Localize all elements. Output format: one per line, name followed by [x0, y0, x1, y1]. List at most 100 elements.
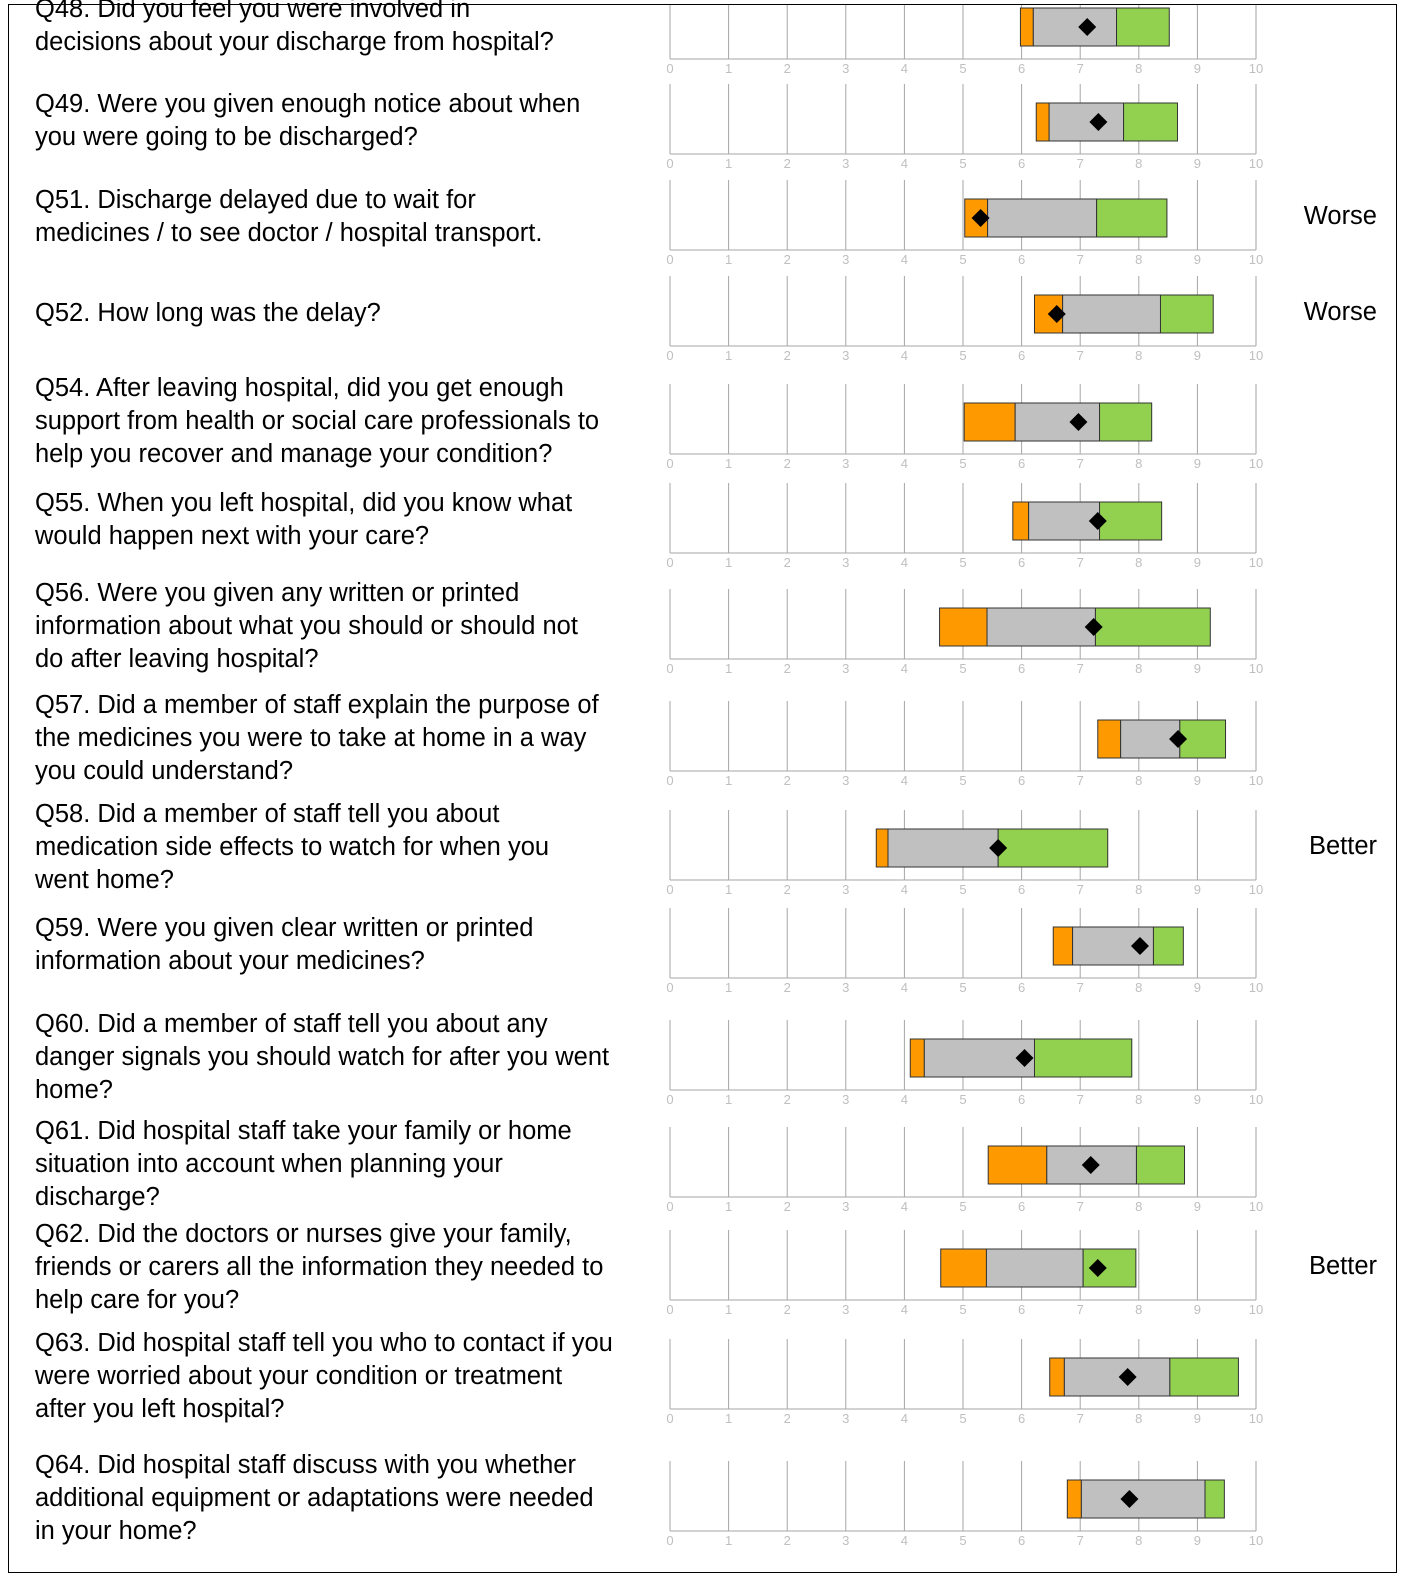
tick-label: 4 [901, 1199, 908, 1214]
score-marker [1015, 1049, 1034, 1067]
tick-label: 0 [666, 555, 673, 570]
question-text: Q52. How long was the delay? [35, 298, 381, 327]
middle-segment [887, 828, 999, 868]
tick-label: 8 [1135, 456, 1142, 471]
tick-label: 3 [842, 1199, 849, 1214]
tick-label: 10 [1249, 1092, 1263, 1107]
tick-label: 10 [1249, 456, 1263, 471]
tick-label: 4 [901, 1302, 908, 1317]
tick-label: 1 [725, 1199, 732, 1214]
tick-label: 4 [901, 252, 908, 267]
tick-label: 3 [842, 61, 849, 76]
question-text: Q64. Did hospital staff discuss with you… [35, 1450, 594, 1545]
tick-label: 8 [1135, 661, 1142, 676]
chart-frame: 0 1 2 3 4 5 6 7 8 9 10 0 1 2 3 4 5 6 7 8 9 10 0 1 2 3 4 5 6 7 8 9 10 0 1 2 3… [8, 0, 1397, 1573]
tick-label: 4 [901, 456, 908, 471]
tick-label: 6 [1018, 456, 1025, 471]
tick-label: 9 [1194, 661, 1201, 676]
tick-label: 9 [1194, 1092, 1201, 1107]
better-segment [1116, 7, 1170, 47]
tick-label: 2 [784, 882, 791, 897]
tick-label: 6 [1018, 61, 1025, 76]
worse-segment [909, 1038, 925, 1078]
tick-label: 6 [1018, 1092, 1025, 1107]
tick-label: 7 [1077, 980, 1084, 995]
tick-label: 1 [725, 1411, 732, 1426]
tick-label: 7 [1077, 348, 1084, 363]
score-marker [1088, 1259, 1107, 1277]
tick-label: 2 [784, 1199, 791, 1214]
question-text: Q59. Were you given clear written or pri… [35, 914, 534, 975]
tick-label: 5 [959, 1302, 966, 1317]
question-text: Q48. Did you feel you were involved in d… [35, 0, 554, 56]
tick-label: 4 [901, 1533, 908, 1548]
tick-label: 7 [1077, 1302, 1084, 1317]
worse-segment [1097, 719, 1122, 759]
tick-label: 1 [725, 1533, 732, 1548]
tick-label: 10 [1249, 661, 1263, 676]
question-text: Q57. Did a member of staff explain the p… [35, 690, 599, 785]
tick-label: 9 [1194, 252, 1201, 267]
worse-segment [963, 402, 1016, 442]
tick-label: 3 [842, 1533, 849, 1548]
tick-label: 8 [1135, 1302, 1142, 1317]
tick-label: 8 [1135, 1199, 1142, 1214]
tick-label: 10 [1249, 882, 1263, 897]
tick-label: 2 [784, 456, 791, 471]
tick-label: 3 [842, 1411, 849, 1426]
middle-segment [1063, 1357, 1171, 1397]
question-text: Q49. Were you given enough notice about … [35, 90, 581, 151]
tick-label: 8 [1135, 1533, 1142, 1548]
tick-label: 1 [725, 456, 732, 471]
score-marker [1130, 937, 1149, 955]
tick-label: 3 [842, 1302, 849, 1317]
worse-segment [1052, 926, 1074, 966]
tick-label: 7 [1077, 156, 1084, 171]
tick-label: 7 [1077, 555, 1084, 570]
tick-label: 10 [1249, 1199, 1263, 1214]
tick-label: 8 [1135, 252, 1142, 267]
tick-label: 3 [842, 1092, 849, 1107]
middle-segment [1080, 1479, 1206, 1519]
tick-label: 2 [784, 555, 791, 570]
tick-label: 7 [1077, 1411, 1084, 1426]
tick-label: 2 [784, 348, 791, 363]
tick-label: 3 [842, 348, 849, 363]
tick-label: 5 [959, 1199, 966, 1214]
tick-label: 7 [1077, 1533, 1084, 1548]
tick-label: 9 [1194, 456, 1201, 471]
comparison-verdict: Better [1308, 1252, 1377, 1280]
tick-label: 0 [666, 1199, 673, 1214]
tick-label: 1 [725, 1092, 732, 1107]
tick-label: 0 [666, 773, 673, 788]
tick-label: 4 [901, 773, 908, 788]
tick-label: 9 [1194, 555, 1201, 570]
tick-label: 7 [1077, 773, 1084, 788]
tick-label: 2 [784, 773, 791, 788]
better-segment [1099, 402, 1153, 442]
tick-label: 8 [1135, 980, 1142, 995]
tick-label: 0 [666, 252, 673, 267]
better-segment [1033, 1038, 1133, 1078]
tick-label: 3 [842, 882, 849, 897]
tick-label: 4 [901, 661, 908, 676]
tick-label: 9 [1194, 348, 1201, 363]
tick-label: 7 [1077, 61, 1084, 76]
tick-label: 8 [1135, 1411, 1142, 1426]
middle-segment [1014, 402, 1101, 442]
middle-segment [1062, 294, 1161, 334]
tick-label: 0 [666, 348, 673, 363]
tick-label: 2 [784, 252, 791, 267]
tick-label: 0 [666, 61, 673, 76]
better-segment [1135, 1145, 1186, 1185]
tick-label: 3 [842, 980, 849, 995]
comparison-verdict: Worse [1303, 202, 1377, 230]
tick-label: 3 [842, 252, 849, 267]
tick-label: 2 [784, 1411, 791, 1426]
middle-segment [987, 198, 1098, 238]
better-segment [1123, 102, 1178, 142]
tick-label: 10 [1249, 1533, 1263, 1548]
tick-label: 9 [1194, 773, 1201, 788]
tick-label: 6 [1018, 661, 1025, 676]
score-marker [989, 839, 1008, 857]
